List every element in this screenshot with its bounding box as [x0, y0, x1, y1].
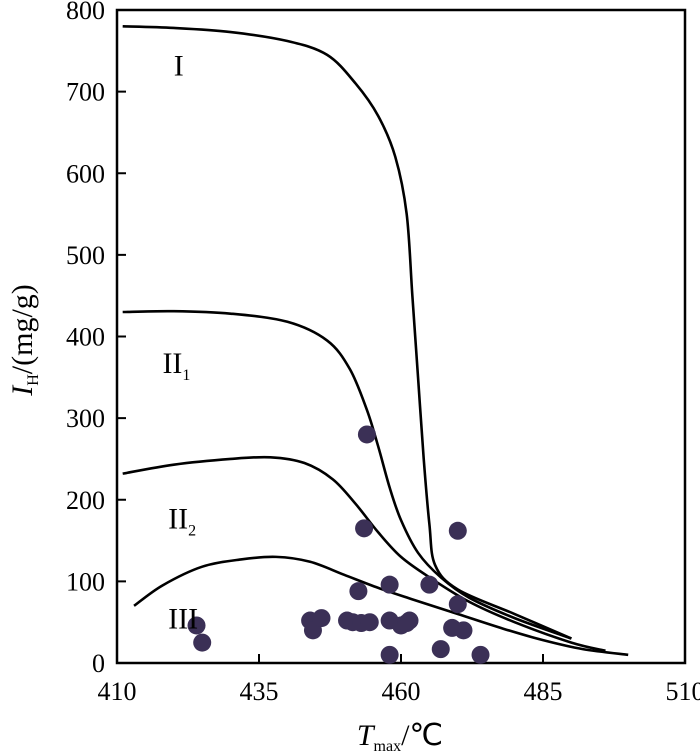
data-point	[448, 521, 467, 540]
boundary-curves	[122, 25, 629, 657]
x-tick-label: 410	[98, 677, 137, 706]
data-point	[360, 613, 379, 632]
y-tick-label: 0	[92, 649, 105, 678]
data-points	[187, 425, 490, 664]
y-tick-label: 200	[66, 486, 105, 515]
x-axis-title-main: T	[357, 719, 376, 752]
zone-label-III: III	[168, 603, 198, 636]
plot-frame	[115, 8, 687, 665]
data-point	[355, 519, 374, 538]
y-tick-label: 100	[66, 567, 105, 596]
axis-ticks	[116, 9, 686, 664]
data-point	[312, 609, 331, 628]
x-tick-label: 485	[524, 677, 563, 706]
data-point	[454, 621, 473, 640]
curve-III	[133, 555, 629, 657]
data-point	[431, 640, 450, 659]
data-point	[400, 611, 419, 630]
y-tick-label: 700	[66, 78, 105, 107]
y-axis-title-unit: /(mg/g)	[6, 284, 39, 374]
zone-label-II2: II2	[168, 502, 196, 539]
x-tick-label: 510	[666, 677, 700, 706]
data-point	[193, 633, 212, 652]
y-tick-label: 300	[66, 404, 105, 433]
zone-label-II1: II1	[162, 347, 190, 384]
data-point	[448, 595, 467, 614]
y-axis-title-main: I	[6, 384, 39, 397]
y-tick-label: 500	[66, 241, 105, 270]
x-tick-label: 435	[240, 677, 279, 706]
y-tick-label: 400	[66, 323, 105, 352]
x-axis-title-sub: max	[374, 738, 402, 754]
data-point	[357, 425, 376, 444]
x-axis-title-unit: /℃	[401, 719, 443, 752]
y-tick-label: 600	[66, 159, 105, 188]
y-axis-title-sub: H	[25, 374, 42, 386]
curve-I	[122, 25, 572, 640]
zone-label-I: I	[174, 49, 184, 82]
data-point	[380, 645, 399, 664]
curve-II1	[122, 309, 572, 640]
y-axis-title: IH/(mg/g)	[6, 284, 42, 397]
x-axis-title: Tmax/℃	[357, 719, 443, 754]
x-tick-label: 460	[382, 677, 421, 706]
curve-II2	[122, 455, 606, 653]
data-point	[380, 575, 399, 594]
data-point	[420, 575, 439, 594]
data-point	[349, 582, 368, 601]
zone-labels: I II1 II2 III	[162, 49, 198, 635]
y-tick-label: 800	[66, 0, 105, 25]
data-point	[471, 645, 490, 664]
tick-labels: 410 435 460 485 510 0 100 200 300 400 500 600 700 800	[66, 0, 700, 706]
data-point	[187, 616, 206, 635]
